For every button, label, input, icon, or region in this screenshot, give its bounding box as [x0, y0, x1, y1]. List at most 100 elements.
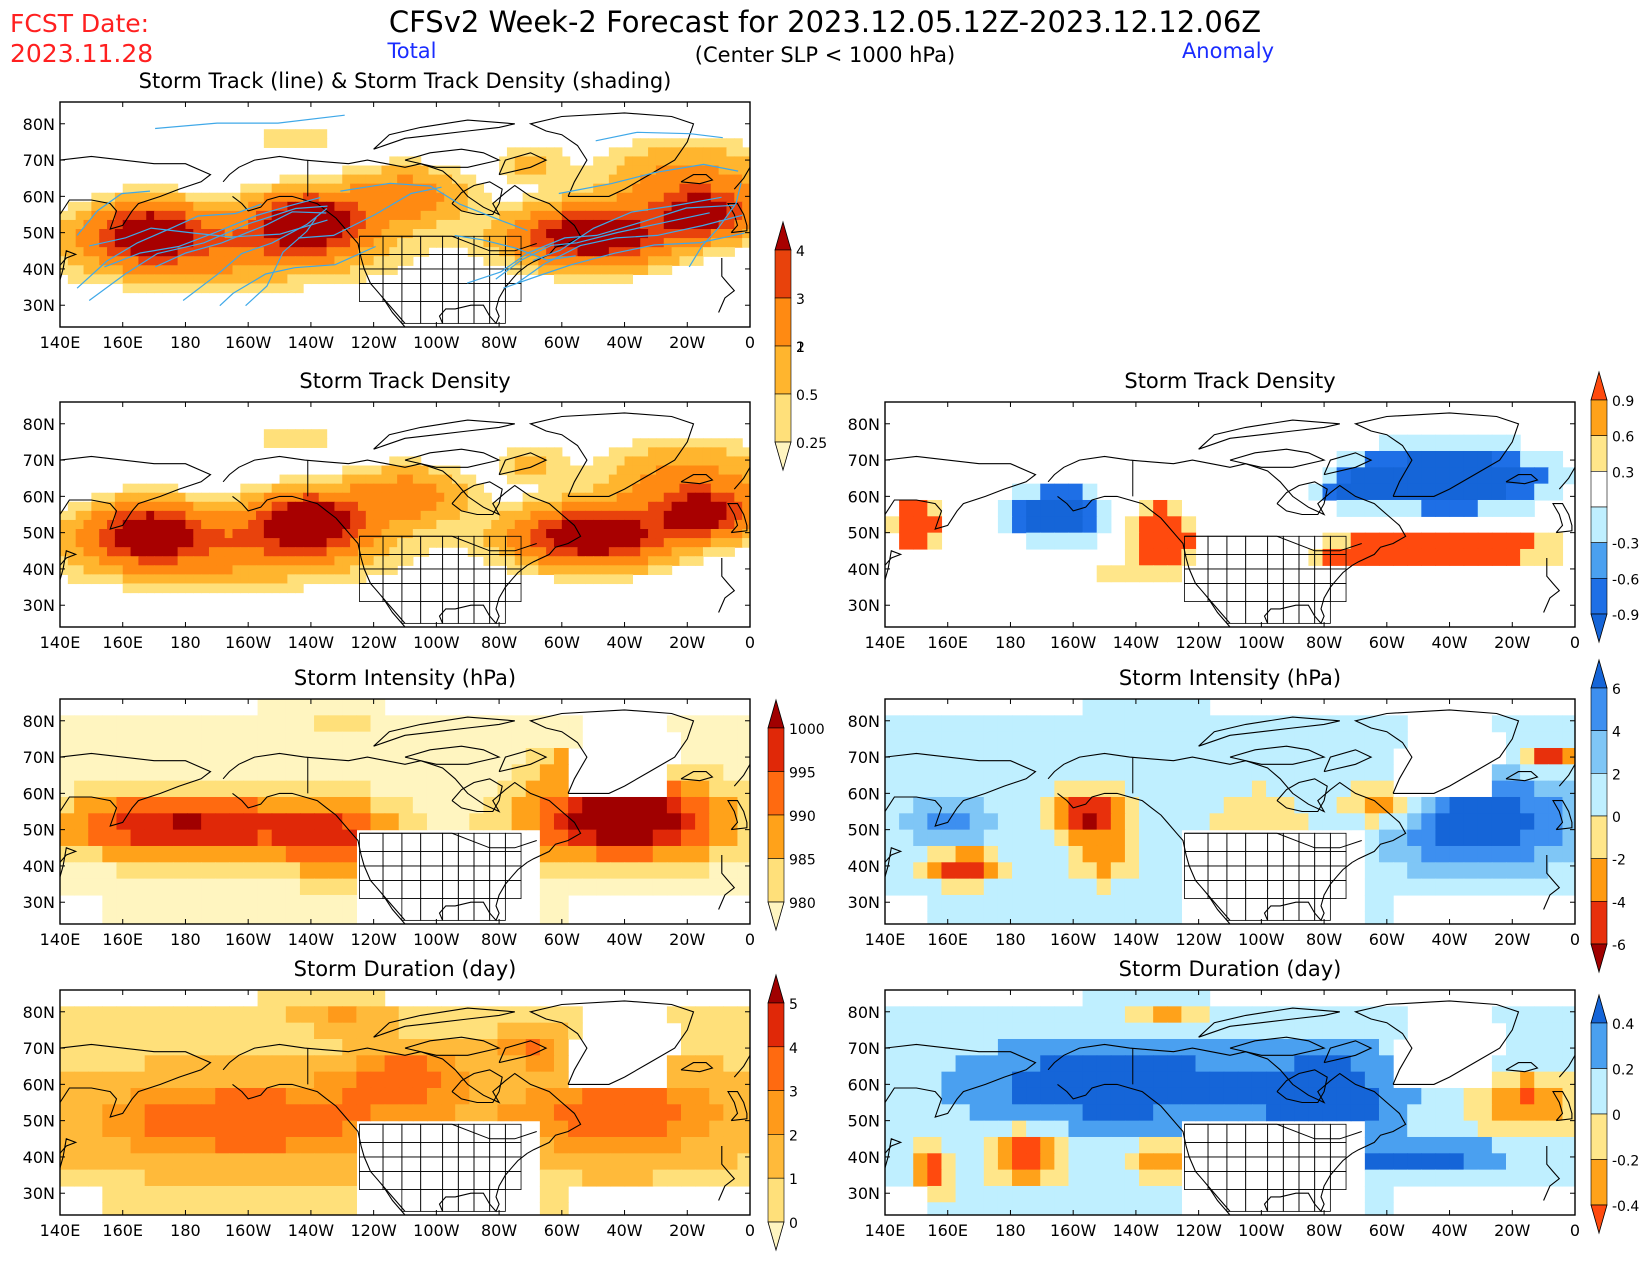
map-panel-density-anom: Storm Track Density 140E 160E 180 160W 140W 12… — [848, 369, 1580, 652]
panel-title: Storm Duration (day) — [294, 957, 517, 981]
colorbar-label: 980 — [789, 896, 816, 912]
figure-subtitle: (Center SLP < 1000 hPa) — [695, 43, 955, 67]
colorbars: 43210.50.250.90.60.3-0.3-0.6-0.910009959… — [767, 220, 1639, 1252]
colorbar-intensity-anom: 6 4 2 0 -2 -4 -6 — [1590, 658, 1626, 974]
colorbar-label: 0.9 — [1612, 394, 1634, 410]
colorbar-label: -0.4 — [1612, 1199, 1639, 1215]
lon-tick-label: 20W — [1494, 633, 1530, 652]
lat-tick-label: 50N — [848, 821, 880, 840]
colorbar-label: 0.3 — [1612, 465, 1634, 481]
lat-tick-label: 80N — [23, 712, 55, 731]
lon-tick-label: 160W — [225, 333, 272, 352]
colorbar-label: 0.2 — [1612, 1063, 1634, 1079]
lat-tick-label: 80N — [848, 1003, 880, 1022]
lon-tick-label: 140W — [288, 1221, 335, 1240]
map-frame — [884, 401, 1576, 628]
panel-title: Storm Track (line) & Storm Track Density… — [139, 69, 672, 93]
lon-tick-label: 60W — [1369, 930, 1405, 949]
lon-tick-label: 160E — [927, 633, 968, 652]
lon-tick-label: 160W — [225, 930, 272, 949]
map-panel-density-total: Storm Track Density 140E 160E 180 160W 140W 12… — [23, 369, 755, 652]
panel-title: Storm Intensity (hPa) — [294, 666, 516, 690]
lon-tick-label: 140E — [865, 633, 906, 652]
map-axes: 140E 160E 180 160W 140W 120W 100W 80W 60W 40W 20W 0… — [23, 102, 755, 352]
colorbar-label: 2 — [789, 1128, 798, 1144]
lon-tick-label: 180 — [995, 930, 1026, 949]
colorbar-label: 1 — [789, 1172, 798, 1188]
colorbar-label: -4 — [1612, 895, 1626, 911]
lat-tick-label: 60N — [23, 784, 55, 803]
lat-tick-label: 30N — [23, 296, 55, 315]
lon-tick-label: 140E — [865, 930, 906, 949]
storm-tracks — [76, 114, 745, 307]
forecast-date-label: FCST Date: — [10, 9, 149, 38]
lon-tick-label: 0 — [1570, 1221, 1580, 1240]
colorbar-label: 4 — [1612, 725, 1621, 741]
colorbar-label: 0.5 — [796, 388, 818, 404]
lon-tick-label: 120W — [350, 930, 397, 949]
map-panel-intensity-anom: Storm Intensity (hPa) 140E 160E 180 160W 140W… — [848, 666, 1580, 949]
map-frame — [59, 101, 751, 328]
lon-tick-label: 160E — [927, 930, 968, 949]
lon-tick-label: 40W — [1431, 1221, 1467, 1240]
total-column-label: Total — [386, 39, 436, 63]
colorbar-label: 2 — [796, 340, 805, 356]
colorbar-label: 4 — [789, 1041, 798, 1057]
lon-tick-label: 60W — [1369, 633, 1405, 652]
lat-tick-label: 80N — [848, 415, 880, 434]
lon-tick-label: 0 — [745, 633, 755, 652]
lon-tick-label: 180 — [170, 1221, 201, 1240]
lon-tick-label: 140W — [288, 333, 335, 352]
field-shading — [885, 990, 1575, 1215]
lon-tick-label: 40W — [1431, 930, 1467, 949]
lat-tick-label: 50N — [848, 1112, 880, 1131]
colorbar-label: 1000 — [789, 722, 825, 738]
colorbar-intensity: 1000 995 990 985 980 — [767, 698, 825, 932]
lat-tick-label: 60N — [848, 487, 880, 506]
colorbar-label: 985 — [789, 853, 816, 869]
lon-tick-label: 120W — [1175, 1221, 1222, 1240]
lat-tick-label: 70N — [23, 151, 55, 170]
lat-tick-label: 50N — [23, 821, 55, 840]
lon-tick-label: 140W — [1113, 1221, 1160, 1240]
lat-tick-label: 30N — [848, 1184, 880, 1203]
lon-tick-label: 40W — [1431, 633, 1467, 652]
lon-tick-label: 0 — [745, 1221, 755, 1240]
map-frame — [884, 698, 1576, 925]
coastlines — [885, 412, 1575, 627]
colorbar-duration: 5 4 3 2 1 0 — [767, 973, 798, 1252]
lon-tick-label: 140W — [1113, 930, 1160, 949]
lat-tick-label: 40N — [848, 857, 880, 876]
lon-tick-label: 60W — [544, 633, 580, 652]
lat-tick-label: 30N — [848, 893, 880, 912]
lon-tick-label: 140E — [40, 1221, 81, 1240]
map-frame — [884, 989, 1576, 1216]
colorbar-label: 3 — [789, 1085, 798, 1101]
panel-title: Storm Duration (day) — [1119, 957, 1342, 981]
lon-tick-label: 100W — [1238, 930, 1285, 949]
colorbar-label: 0 — [789, 1216, 798, 1232]
lon-tick-label: 20W — [1494, 930, 1530, 949]
colorbar-label: -6 — [1612, 938, 1626, 954]
lat-tick-label: 80N — [23, 415, 55, 434]
forecast-date-value: 2023.11.28 — [10, 39, 153, 68]
lon-tick-label: 140E — [40, 333, 81, 352]
lat-tick-label: 50N — [23, 224, 55, 243]
lon-tick-label: 180 — [995, 633, 1026, 652]
map-frame — [59, 401, 751, 628]
lon-tick-label: 160W — [225, 633, 272, 652]
colorbar-label: -2 — [1612, 853, 1626, 869]
map-panel-track: Storm Track (line) & Storm Track Density… — [23, 69, 755, 352]
lon-tick-label: 160W — [1050, 930, 1097, 949]
lon-tick-label: 40W — [606, 1221, 642, 1240]
lon-tick-label: 20W — [1494, 1221, 1530, 1240]
lon-tick-label: 60W — [544, 1221, 580, 1240]
coastlines — [885, 1000, 1575, 1215]
lat-tick-label: 60N — [23, 487, 55, 506]
lon-tick-label: 0 — [1570, 930, 1580, 949]
lon-tick-label: 180 — [170, 930, 201, 949]
map-panel-intensity-total: Storm Intensity (hPa) 140E 160E 180 160W 140W… — [23, 666, 755, 949]
colorbar-label: 0.25 — [796, 436, 827, 452]
lon-tick-label: 80W — [1306, 633, 1342, 652]
